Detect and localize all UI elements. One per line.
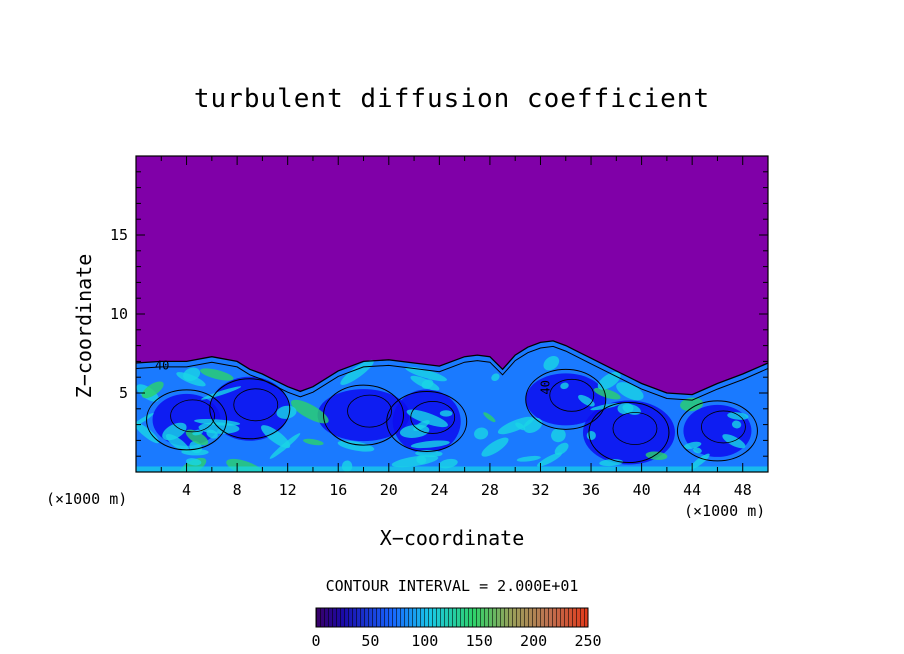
turbulence-streak [560,382,569,390]
turbulence-streak [438,458,458,469]
turbulence-streak [680,397,704,412]
turbulence-streak [165,433,190,452]
contour-line [612,412,658,445]
turbulence-streak [693,447,702,454]
colorbar-tick-label: 0 [311,632,320,650]
turbulence-streak [690,453,710,470]
turbulence-streak [523,417,543,433]
contour-line [549,378,595,412]
turbulence-streak [206,429,218,439]
turbulence-streak [481,437,509,457]
contour-line [170,399,215,433]
contour-line [386,390,468,452]
turbulence-streak [183,367,201,382]
contour-line [136,340,768,396]
turbulence-streak [303,438,324,446]
x-tick-label: 36 [582,481,600,499]
turbulence-streak [276,405,297,419]
turbulence-streak [593,387,621,400]
x-tick-label: 40 [633,481,651,499]
turbulence-streak [483,412,496,423]
turbulence-streak [474,427,489,440]
contour-line [701,410,746,444]
turbulence-streak [421,379,434,389]
turbulence-streak [617,402,634,415]
turbulence-streak [515,422,526,431]
turbulence-streak [200,368,234,381]
x-tick-label: 20 [380,481,398,499]
colorbar-tick-label: 100 [411,632,438,650]
eddy-core [525,373,606,426]
eddy-core [582,400,675,465]
turbulence-streak [410,440,450,449]
y-tick-label: 5 [119,384,128,402]
turbulence-streak [337,440,375,452]
colorbar-tick-label: 200 [520,632,547,650]
surface-layer [136,466,768,472]
turbulence-streak [406,409,448,428]
turbulence-streak [683,441,702,450]
chart-title: turbulent diffusion coefficient [193,84,711,114]
contour-line [676,400,758,462]
turbulence-streak [399,424,430,438]
x-unit-right: (×1000 m) [684,502,766,520]
turbulence-streak [260,425,291,449]
turbulence-streak [340,359,374,385]
turbulence-streak [391,455,439,468]
turbulence-streak [439,410,453,417]
eddy-core [317,389,410,442]
colorbar-tick-label: 150 [466,632,493,650]
contour-line [323,384,405,446]
x-tick-label: 24 [430,481,448,499]
contour-line [209,378,291,440]
x-tick-label: 28 [481,481,499,499]
x-tick-label: 16 [329,481,347,499]
turbulence-streak [136,422,160,444]
turbulence-streak [405,366,448,382]
turbulence-streak [551,428,566,443]
contour-line [347,394,392,428]
contour-line [233,388,279,422]
x-tick-label: 44 [683,481,701,499]
contour-line [525,368,607,430]
x-tick-label: 4 [182,481,191,499]
contour-line [136,345,768,401]
x-tick-label: 48 [734,481,752,499]
x-axis-label: X−coordinate [379,526,525,550]
y-axis-label: Z−coordinate [72,253,96,399]
turbulence-streak [269,433,301,459]
x-tick-label: 12 [279,481,297,499]
x-tick-label: 32 [531,481,549,499]
contour-label: 40 [155,358,169,372]
contour-label: 40 [538,380,552,394]
turbulence-streak [727,412,749,420]
turbulence-streak [616,382,644,401]
contour-line [588,402,670,463]
turbulence-streak [185,429,209,446]
turbulence-streak [186,458,202,466]
contour-interval-label: CONTOUR INTERVAL = 2.000E+01 [325,577,579,595]
colorbar-tick-label: 250 [574,632,601,650]
colorbar-frame [315,607,589,628]
turbulence-streak [597,371,621,390]
turbulence-streak [141,381,164,399]
colorbar-stripes [316,608,588,627]
contour-line [146,389,228,451]
contour-line [410,401,456,434]
y-tick-label: 15 [110,226,128,244]
y-tick-label: 10 [110,305,128,323]
x-unit-left: (×1000 m) [46,490,128,508]
turbulence-streak [554,442,569,456]
turbulence-streak [491,373,500,382]
x-tick-label: 8 [233,481,242,499]
colorbar-tick-label: 50 [361,632,379,650]
turbulence-streak [536,452,563,467]
turbulence-streak [136,413,154,428]
turbulence-streak [516,455,541,462]
turbulence-streak [731,420,742,429]
turbulence-streak [290,399,329,424]
turbulence-streak [543,356,560,371]
